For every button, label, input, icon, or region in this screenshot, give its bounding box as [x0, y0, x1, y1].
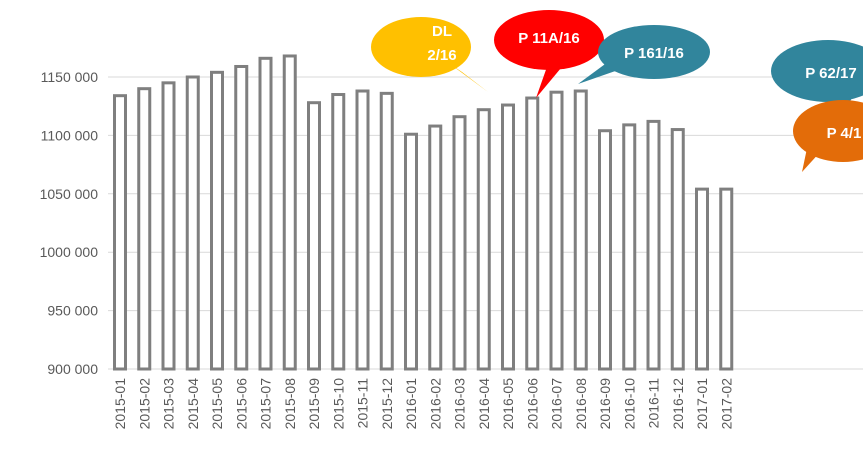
- x-tick-label: 2016-08: [573, 378, 589, 430]
- x-tick-label: 2015-04: [185, 378, 201, 430]
- x-tick-label: 2016-04: [476, 378, 492, 430]
- bar: [452, 115, 467, 371]
- x-tick-label: 2015-02: [136, 378, 152, 430]
- bar: [282, 54, 297, 371]
- x-tick-label: 2015-12: [379, 378, 395, 430]
- annotation-bubbles: DL 2/16 P 11A/16 P 161/16 P 62/17 P 4/1: [371, 10, 863, 172]
- bar: [670, 128, 685, 371]
- x-tick-label: 2017-02: [718, 378, 734, 430]
- bubble-shape: [494, 10, 604, 70]
- annotation-bubble-p11a: P 11A/16: [494, 10, 604, 98]
- bubble-shape: [371, 17, 471, 77]
- bar: [210, 70, 224, 371]
- x-tick-label: 2015-11: [355, 378, 371, 429]
- annotation-label: P 62/17: [805, 65, 856, 82]
- bar: [355, 89, 370, 371]
- annotation-label: P 4/1: [827, 125, 862, 142]
- bubble-shape: [793, 100, 863, 162]
- bar: [646, 119, 661, 371]
- annotation-label: DL: [432, 23, 452, 40]
- y-tick-label: 950 000: [47, 303, 98, 319]
- bar: [185, 75, 200, 371]
- annotation-bubble-p62: P 62/17: [771, 40, 863, 108]
- annotation-bubble-dl: DL 2/16: [371, 17, 488, 92]
- x-tick-label: 2015-06: [233, 378, 249, 430]
- x-tick-label: 2015-05: [209, 378, 225, 430]
- bar: [501, 103, 515, 371]
- y-tick-label: 1100 000: [41, 127, 99, 143]
- y-axis-labels: 900 000 950 000 1000 000 1050 000 1100 000 11…: [40, 69, 99, 377]
- y-tick-label: 1050 000: [40, 186, 99, 202]
- y-tick-label: 1150 000: [41, 69, 99, 85]
- y-tick-label: 1000 000: [40, 244, 99, 260]
- x-tick-label: 2016-11: [646, 378, 662, 429]
- bar: [428, 124, 443, 371]
- x-tick-label: 2016-09: [597, 378, 613, 430]
- annotation-label: 2/16: [427, 47, 456, 64]
- x-tick-label: 2016-07: [549, 378, 565, 430]
- bubble-tail: [450, 64, 488, 92]
- bars: [113, 54, 734, 371]
- x-tick-label: 2015-03: [161, 378, 177, 430]
- annotation-bubble-p4: P 4/1: [793, 100, 863, 172]
- annotation-bubble-p161: P 161/16: [578, 25, 710, 84]
- bar: [137, 87, 152, 371]
- x-tick-label: 2017-01: [694, 378, 710, 430]
- bar: [695, 187, 709, 371]
- bar: [549, 90, 564, 371]
- bubble-shape: [771, 40, 863, 102]
- bar: [234, 64, 249, 371]
- x-tick-label: 2016-10: [621, 378, 637, 430]
- bar: [598, 129, 612, 371]
- x-tick-label: 2016-01: [403, 378, 419, 430]
- bar: [258, 56, 273, 371]
- annotation-label: P 161/16: [624, 45, 684, 62]
- x-tick-label: 2016-05: [500, 378, 516, 430]
- bar: [331, 93, 346, 371]
- bar: [476, 108, 491, 371]
- bar: [719, 187, 734, 371]
- x-tick-label: 2016-12: [670, 378, 686, 430]
- x-tick-label: 2015-07: [258, 378, 274, 430]
- bar: [404, 132, 418, 371]
- bubble-tail: [536, 62, 566, 98]
- bar: [525, 96, 540, 371]
- bar: [622, 123, 637, 371]
- x-tick-label: 2016-02: [427, 378, 443, 430]
- x-axis-labels: 2015-01 2015-02 2015-03 2015-04 2015-05 2015-…: [112, 378, 734, 430]
- bar: [307, 101, 321, 371]
- y-tick-label: 900 000: [47, 361, 98, 377]
- bubble-shape: [598, 25, 710, 79]
- x-tick-label: 2016-06: [524, 378, 540, 430]
- x-tick-label: 2015-10: [330, 378, 346, 430]
- bar: [161, 81, 176, 371]
- x-tick-label: 2015-08: [282, 378, 298, 430]
- x-tick-label: 2015-09: [306, 378, 322, 430]
- bar: [573, 89, 588, 371]
- bar: [113, 94, 127, 371]
- bar: [379, 91, 394, 371]
- x-tick-label: 2015-01: [112, 378, 128, 430]
- x-tick-label: 2016-03: [452, 378, 468, 430]
- annotation-label: P 11A/16: [518, 30, 579, 47]
